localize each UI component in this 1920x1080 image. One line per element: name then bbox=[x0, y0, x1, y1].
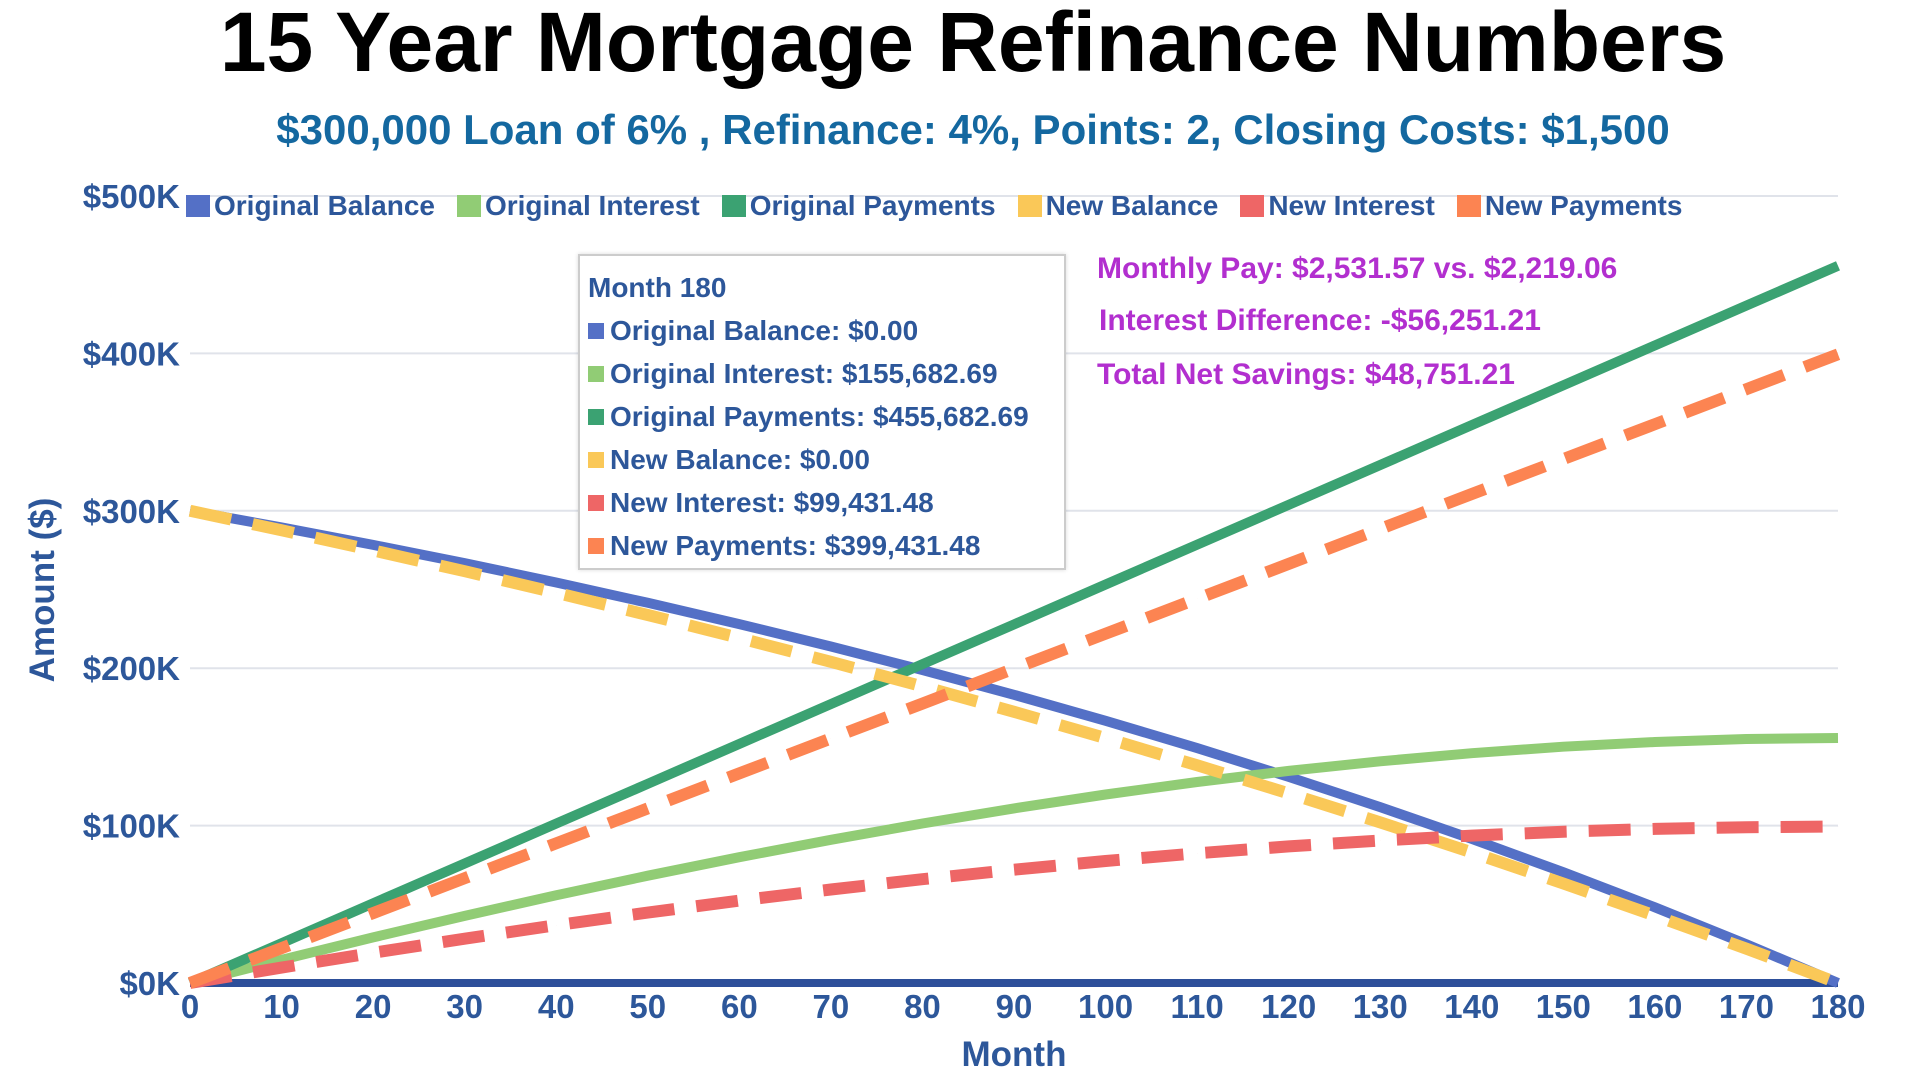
tooltip-swatch bbox=[588, 322, 604, 339]
tooltip-row: Original Interest: $155,682.69 bbox=[588, 352, 1056, 395]
tooltip-value: New Balance: $0.00 bbox=[610, 443, 870, 475]
legend-item[interactable]: Original Interest bbox=[456, 190, 700, 222]
tooltip-row: New Interest: $99,431.48 bbox=[588, 481, 1056, 524]
legend-label: New Interest bbox=[1268, 190, 1435, 221]
x-tick-label: 90 bbox=[996, 988, 1033, 1025]
y-tick-label: $100K bbox=[83, 808, 180, 845]
tooltip-swatch bbox=[588, 365, 604, 382]
legend-label: Original Payments bbox=[749, 190, 996, 221]
legend-item[interactable]: Original Balance bbox=[186, 190, 435, 222]
tooltip-swatch bbox=[588, 537, 604, 554]
tooltip-row: Original Payments: $455,682.69 bbox=[588, 395, 1056, 438]
x-tick-label: 160 bbox=[1627, 988, 1682, 1025]
legend-label: New Balance bbox=[1045, 190, 1219, 221]
legend: Original Balance Original Interest Origina… bbox=[186, 190, 1682, 222]
legend-item[interactable]: New Payments bbox=[1456, 190, 1683, 222]
y-tick-label: $200K bbox=[83, 650, 180, 687]
legend-label: Original Interest bbox=[484, 190, 700, 221]
x-tick-label: 50 bbox=[629, 988, 666, 1025]
tooltip-row: New Balance: $0.00 bbox=[588, 438, 1056, 481]
x-tick-label: 30 bbox=[446, 988, 483, 1025]
legend-swatch bbox=[1017, 195, 1042, 217]
tooltip-value: New Interest: $99,431.48 bbox=[610, 486, 934, 518]
x-tick-label: 70 bbox=[813, 988, 850, 1025]
x-tick-label: 100 bbox=[1078, 988, 1133, 1025]
tooltip-row: Original Balance: $0.00 bbox=[588, 309, 1056, 352]
annotation-monthly-pay: Monthly Pay: $2,531.57 vs. $2,219.06 bbox=[1097, 252, 1618, 285]
annotation-net-savings: Total Net Savings: $48,751.21 bbox=[1097, 358, 1515, 391]
x-tick-label: 10 bbox=[263, 988, 300, 1025]
tooltip-swatch bbox=[588, 408, 604, 425]
x-tick-label: 120 bbox=[1261, 988, 1316, 1025]
x-tick-label: 140 bbox=[1444, 988, 1499, 1025]
chart-title: 15 Year Mortgage Refinance Numbers bbox=[219, 0, 1727, 89]
y-tick-label: $300K bbox=[83, 493, 180, 530]
tooltip-swatch bbox=[588, 451, 604, 468]
x-tick-label: 180 bbox=[1810, 988, 1865, 1025]
legend-swatch bbox=[186, 195, 210, 217]
y-tick-label: $500K bbox=[83, 178, 180, 215]
legend-swatch bbox=[456, 195, 481, 217]
tooltip: Month 180 Original Balance: $0.00 Origina… bbox=[578, 254, 1066, 570]
legend-swatch bbox=[1240, 195, 1265, 217]
tooltip-value: Original Interest: $155,682.69 bbox=[610, 357, 998, 389]
series-line-original-interest bbox=[188, 733, 1839, 988]
x-tick-label: 60 bbox=[721, 988, 758, 1025]
x-tick-label: 0 bbox=[181, 988, 199, 1025]
legend-swatch bbox=[721, 195, 746, 217]
x-tick-label: 80 bbox=[904, 988, 941, 1025]
legend-item[interactable]: New Interest bbox=[1240, 190, 1435, 222]
legend-item[interactable]: New Balance bbox=[1017, 190, 1219, 222]
x-tick-label: 150 bbox=[1536, 988, 1591, 1025]
y-tick-label: $0K bbox=[119, 965, 180, 1002]
legend-label: Original Balance bbox=[214, 190, 435, 221]
tooltip-value: Original Balance: $0.00 bbox=[610, 314, 919, 346]
tooltip-value: New Payments: $399,431.48 bbox=[610, 529, 981, 561]
x-tick-label: 40 bbox=[538, 988, 575, 1025]
tooltip-swatch bbox=[588, 494, 604, 511]
chart-subtitle: $300,000 Loan of 6% , Refinance: 4%, Poi… bbox=[276, 106, 1670, 153]
x-tick-label: 110 bbox=[1170, 988, 1223, 1025]
x-axis-label: Month bbox=[962, 1035, 1067, 1074]
annotation-interest-difference: Interest Difference: -$56,251.21 bbox=[1099, 304, 1541, 337]
tooltip-value: Original Payments: $455,682.69 bbox=[610, 400, 1029, 432]
tooltip-row: New Payments: $399,431.48 bbox=[588, 524, 1056, 567]
y-tick-label: $400K bbox=[83, 335, 180, 372]
x-tick-label: 20 bbox=[355, 988, 392, 1025]
legend-item[interactable]: Original Payments bbox=[721, 190, 996, 222]
legend-swatch bbox=[1456, 195, 1481, 217]
x-tick-label: 130 bbox=[1353, 988, 1408, 1025]
series-line-new-interest bbox=[189, 820, 1839, 989]
tooltip-header: Month 180 bbox=[588, 271, 727, 303]
y-axis-label: Amount ($) bbox=[23, 498, 62, 683]
x-tick-label: 170 bbox=[1719, 988, 1774, 1025]
legend-label: New Payments bbox=[1484, 190, 1683, 221]
